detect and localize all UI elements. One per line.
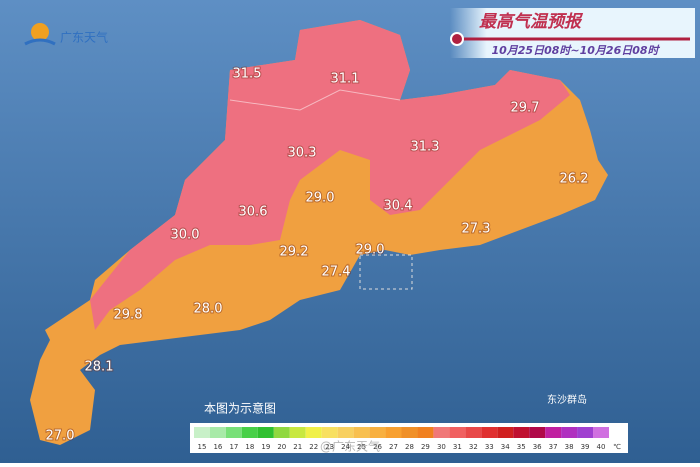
legend-unit: ℃ bbox=[613, 443, 621, 451]
legend-swatch bbox=[353, 427, 370, 438]
logo-wave bbox=[24, 38, 56, 46]
title: 最高气温预报 bbox=[479, 12, 584, 32]
legend-swatch bbox=[385, 427, 402, 438]
legend-swatch bbox=[321, 427, 338, 438]
legend-label: 36 bbox=[533, 443, 542, 451]
title-dot bbox=[450, 32, 464, 46]
legend-label: 30 bbox=[437, 443, 446, 451]
legend-swatch bbox=[417, 427, 434, 438]
logo-text: 广东天气 bbox=[60, 30, 108, 45]
hk-macau-box bbox=[359, 254, 413, 290]
note: 本图为示意图 bbox=[204, 401, 276, 416]
legend-swatch bbox=[545, 427, 562, 438]
legend-swatch bbox=[257, 427, 274, 438]
legend-label: 37 bbox=[549, 443, 558, 451]
legend-label: 22 bbox=[309, 443, 318, 451]
temperature-label: 29.2 bbox=[280, 245, 309, 260]
watermark: @广东天气 bbox=[320, 439, 380, 454]
temperature-label: 27.0 bbox=[46, 429, 75, 444]
legend-label: 27 bbox=[389, 443, 398, 451]
legend-label: 32 bbox=[469, 443, 478, 451]
legend-swatch bbox=[433, 427, 450, 438]
legend-swatch bbox=[481, 427, 498, 438]
legend-label: 25 bbox=[357, 443, 366, 451]
legend: 15 16 17 18 19 20 21 22 23 24 25 26 27 28 29 30 31 32 33 34… bbox=[194, 427, 621, 451]
legend-label: 34 bbox=[501, 443, 510, 451]
period: 10月25日08时~10月26日08时 bbox=[491, 44, 660, 57]
legend-label: 26 bbox=[373, 443, 382, 451]
temperature-label: 30.3 bbox=[288, 146, 317, 161]
legend-swatch bbox=[497, 427, 514, 438]
legend-label: 33 bbox=[485, 443, 494, 451]
legend-swatch bbox=[577, 427, 594, 438]
temperature-label: 30.6 bbox=[239, 205, 268, 220]
legend-label: 15 bbox=[198, 443, 207, 451]
temperature-label: 28.0 bbox=[194, 302, 223, 317]
legend-swatch bbox=[225, 427, 242, 438]
temperature-label: 31.1 bbox=[331, 72, 360, 87]
legend-label: 39 bbox=[581, 443, 590, 451]
temperature-label: 26.2 bbox=[560, 172, 589, 187]
legend-label: 20 bbox=[277, 443, 286, 451]
legend-swatch bbox=[209, 427, 226, 438]
legend-label: 40 bbox=[597, 443, 606, 451]
legend-label: 35 bbox=[517, 443, 526, 451]
legend-label: 18 bbox=[245, 443, 254, 451]
legend-swatch bbox=[194, 427, 210, 438]
legend-swatch bbox=[289, 427, 306, 438]
legend-swatch bbox=[369, 427, 386, 438]
legend-label: 16 bbox=[213, 443, 222, 451]
temperature-label: 30.4 bbox=[384, 199, 413, 214]
temperature-label: 27.3 bbox=[462, 222, 491, 237]
legend-label: 31 bbox=[453, 443, 462, 451]
labels: 31.5 31.1 29.7 30.3 31.3 26.2 29.0 30.6 30.4 30.0… bbox=[45, 66, 590, 445]
temperature-label: 29.0 bbox=[306, 191, 335, 206]
legend-label: 38 bbox=[565, 443, 574, 451]
legend-swatch bbox=[241, 427, 258, 438]
boundary bbox=[229, 89, 401, 111]
temperature-label: 29.0 bbox=[356, 243, 385, 258]
temperature-label: 28.1 bbox=[85, 360, 114, 375]
legend-label: 29 bbox=[421, 443, 430, 451]
legend-swatch bbox=[465, 427, 482, 438]
legend-label: 21 bbox=[293, 443, 302, 451]
temperature-label: 30.0 bbox=[171, 228, 200, 243]
temperature-label: 27.4 bbox=[322, 265, 351, 280]
temperature-label: 31.5 bbox=[233, 67, 262, 82]
temperature-label: 29.7 bbox=[511, 101, 540, 116]
temperature-label: 29.8 bbox=[114, 308, 143, 323]
legend-swatch bbox=[273, 427, 290, 438]
legend-swatch bbox=[401, 427, 418, 438]
legend-swatch bbox=[593, 427, 609, 438]
legend-swatch bbox=[449, 427, 466, 438]
legend-swatch bbox=[529, 427, 546, 438]
legend-label: 23 bbox=[325, 443, 334, 451]
land-north bbox=[90, 20, 570, 330]
logo-sun bbox=[31, 23, 49, 41]
legend-swatch bbox=[561, 427, 578, 438]
legend-label: 19 bbox=[261, 443, 270, 451]
legend-label: 24 bbox=[341, 443, 350, 451]
title-box bbox=[450, 8, 695, 58]
legend-label: 17 bbox=[229, 443, 238, 451]
temperature-label: 31.3 bbox=[411, 140, 440, 155]
legend-swatch bbox=[513, 427, 530, 438]
islands-label: 东沙群岛 bbox=[547, 393, 587, 406]
legend-label: 28 bbox=[405, 443, 414, 451]
legend-swatch bbox=[305, 427, 322, 438]
legend-swatch bbox=[337, 427, 354, 438]
